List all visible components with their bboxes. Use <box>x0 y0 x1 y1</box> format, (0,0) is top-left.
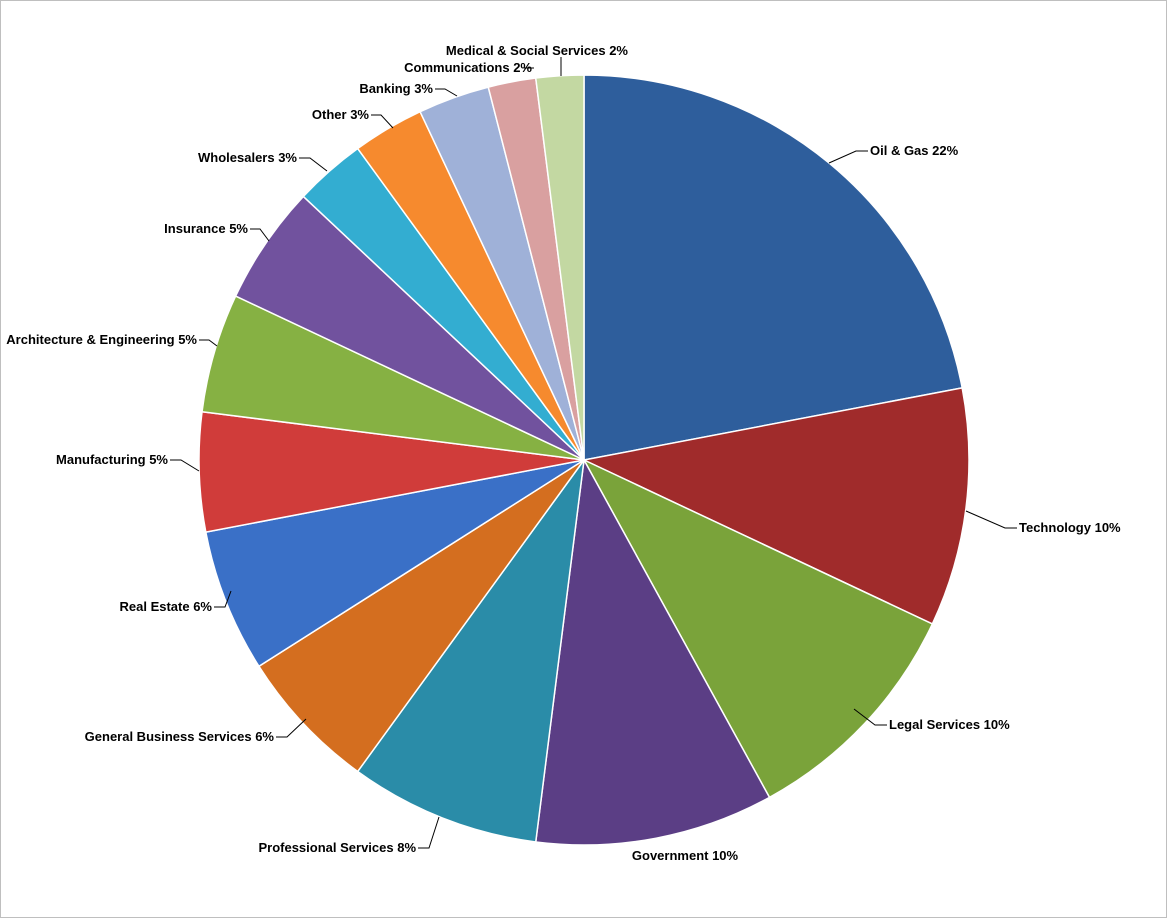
leader-line-banking <box>435 88 458 97</box>
data-label-professional-services: Professional Services 8% <box>258 840 416 855</box>
pie-slice-general-business-services <box>257 459 585 773</box>
data-label-insurance: Insurance 5% <box>164 221 248 236</box>
data-label-architecture-engineering: Architecture & Engineering 5% <box>6 332 197 347</box>
pie-slice-medical-social-services <box>534 74 585 461</box>
pie-slice-oil-gas <box>583 74 964 461</box>
pie-slice-professional-services <box>356 459 585 843</box>
data-label-banking: Banking 3% <box>359 81 433 96</box>
data-label-communications: Communications 2% <box>404 60 532 75</box>
pie-slice-legal-services <box>582 458 934 799</box>
leader-line-real-estate <box>214 590 232 608</box>
leader-line-wholesalers <box>299 157 328 172</box>
data-label-manufacturing: Manufacturing 5% <box>56 452 168 467</box>
leader-line-architecture-engineering <box>199 339 218 347</box>
leader-line-legal-services <box>853 708 887 726</box>
leader-line-manufacturing <box>170 459 200 472</box>
data-label-medical-social-services: Medical & Social Services 2% <box>446 43 629 58</box>
data-label-legal-services: Legal Services 10% <box>889 717 1010 732</box>
data-label-other: Other 3% <box>312 107 370 122</box>
data-label-oil-gas: Oil & Gas 22% <box>870 143 959 158</box>
data-label-government: Government 10% <box>632 848 739 863</box>
pie-slice-real-estate <box>204 459 585 668</box>
leader-line-professional-services <box>418 816 440 849</box>
leader-line-other <box>371 114 394 129</box>
leader-line-oil-gas <box>828 150 868 164</box>
data-label-technology: Technology 10% <box>1019 520 1121 535</box>
pie-slice-government <box>534 457 771 846</box>
data-labels: Oil & Gas 22% Technology 10% Legal Service… <box>6 43 1121 863</box>
leader-lines <box>170 57 1017 849</box>
data-label-real-estate: Real Estate 6% <box>120 599 213 614</box>
leader-line-general-business-services <box>276 718 307 738</box>
data-label-wholesalers: Wholesalers 3% <box>198 150 297 165</box>
data-label-general-business-services: General Business Services 6% <box>85 729 275 744</box>
leader-line-insurance <box>250 228 270 242</box>
leader-line-technology <box>965 510 1017 529</box>
pie-slice-technology <box>581 386 970 625</box>
pie-slices <box>198 74 970 846</box>
